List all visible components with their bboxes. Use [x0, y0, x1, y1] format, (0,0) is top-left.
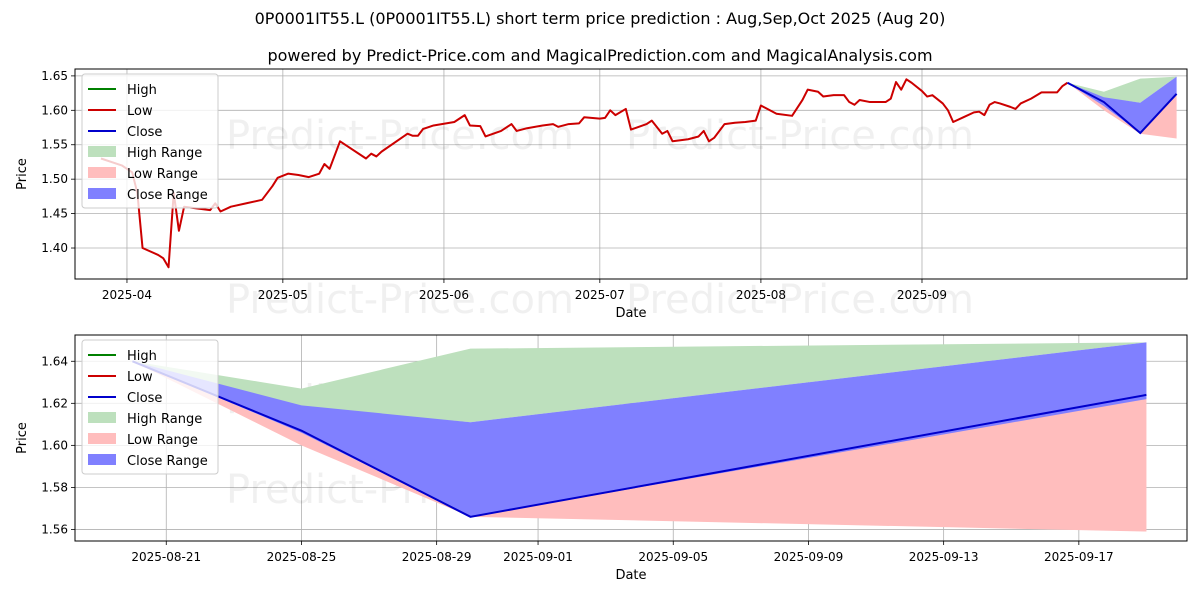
panel-1-legend-label-high: High	[127, 83, 157, 98]
panel-2-legend-label-close-range: Close Range	[127, 454, 208, 469]
panel-1-x-tick-label: 2025-04	[102, 288, 152, 302]
panel-2-x-tick-label: 2025-09-17	[1044, 550, 1114, 564]
panel-1-y-tick-label: 1.50	[41, 172, 68, 186]
panel-2-x-tick-label: 2025-09-13	[909, 550, 979, 564]
panel-2-x-tick-label: 2025-09-09	[774, 550, 844, 564]
panel-1-x-tick-label: 2025-07	[575, 288, 625, 302]
panel-1-legend-swatch-high-range	[88, 146, 116, 157]
panel-1-y-tick-label: 1.55	[41, 138, 68, 152]
panel-1-y-tick-label: 1.45	[41, 207, 68, 221]
panel-2-x-axis-label: Date	[615, 568, 646, 583]
panel-1-legend-swatch-low-range	[88, 167, 116, 178]
panel-2-legend-label-close: Close	[127, 391, 162, 406]
panel-2-x-tick-label: 2025-08-29	[402, 550, 472, 564]
panel-2-x-tick-label: 2025-08-25	[267, 550, 337, 564]
panel-1-legend-label-low-range: Low Range	[127, 167, 198, 182]
panel-1-x-tick-label: 2025-05	[258, 288, 308, 302]
panel-1-y-tick-label: 1.65	[41, 69, 68, 83]
panel-2-legend-swatch-low-range	[88, 433, 116, 444]
panel-1-low-series-line	[100, 78, 1069, 269]
panel-1-close-range-area	[1067, 76, 1177, 134]
panel-2-legend-label-low-range: Low Range	[127, 433, 198, 448]
panel-2-high-range-area	[132, 342, 1147, 423]
panel-2-y-tick-label: 1.64	[41, 354, 68, 368]
watermark-text: Predict-Price.com	[626, 113, 974, 159]
panel-1-close-series-line	[1067, 81, 1178, 135]
panel-1-x-tick-label: 2025-09	[897, 288, 947, 302]
panel-1-x-tick-label: 2025-06	[419, 288, 469, 302]
panel-2-low-range-area	[132, 361, 1147, 532]
panel-2-legend-label-high: High	[127, 349, 157, 364]
panel-2-x-tick-label: 2025-09-05	[638, 550, 708, 564]
watermark-text: Predict-Price.com	[226, 113, 574, 159]
panel-2-legend-label-low: Low	[127, 370, 153, 385]
panel-1-legend-label-close-range: Close Range	[127, 188, 208, 203]
panel-1-y-axis-label: Price	[15, 158, 30, 190]
panel-1-legend-swatch-close-range	[88, 188, 116, 199]
panel-2-legend-swatch-high-range	[88, 412, 116, 423]
panel-2-legend-swatch-close-range	[88, 454, 116, 465]
watermark-text: Predict-Price.com	[226, 277, 574, 323]
panel-1-x-axis-label: Date	[615, 306, 646, 321]
panel-2-y-tick-label: 1.60	[41, 438, 68, 452]
panel-1-y-tick-label: 1.40	[41, 241, 68, 255]
panel-1-plot-frame	[74, 68, 1188, 280]
panel-2-x-tick-label: 2025-08-21	[131, 550, 201, 564]
watermark-text: Predict-Price.com	[626, 277, 974, 323]
panel-2-plot-frame	[74, 334, 1188, 542]
panel-2-x-tick-label: 2025-09-01	[503, 550, 573, 564]
chart-subtitle: powered by Predict-Price.com and Magical…	[267, 46, 933, 65]
chart-title: 0P0001IT55.L (0P0001IT55.L) short term p…	[254, 9, 946, 28]
panel-1-legend-label-close: Close	[127, 125, 162, 140]
panel-1-legend-label-low: Low	[127, 104, 153, 119]
panel-2-y-tick-label: 1.56	[41, 522, 68, 536]
panel-2-y-axis-label: Price	[15, 422, 30, 454]
panel-1-y-tick-label: 1.60	[41, 103, 68, 117]
panel-1-high-range-area	[1067, 76, 1177, 103]
panel-1-legend-label-high-range: High Range	[127, 146, 202, 161]
panel-1-x-tick-label: 2025-08	[736, 288, 786, 302]
panel-2-y-tick-label: 1.58	[41, 480, 68, 494]
panel-2-legend-label-high-range: High Range	[127, 412, 202, 427]
panel-2-y-tick-label: 1.62	[41, 396, 68, 410]
